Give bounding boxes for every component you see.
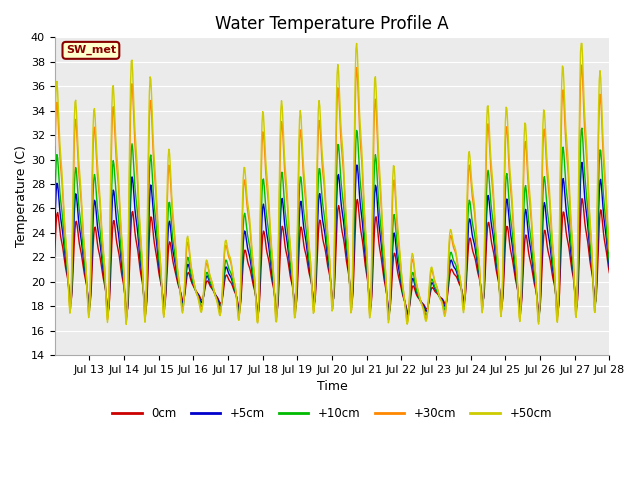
X-axis label: Time: Time — [317, 380, 348, 393]
Y-axis label: Temperature (C): Temperature (C) — [15, 145, 28, 247]
Text: SW_met: SW_met — [66, 45, 116, 56]
Legend: 0cm, +5cm, +10cm, +30cm, +50cm: 0cm, +5cm, +10cm, +30cm, +50cm — [108, 402, 557, 425]
Title: Water Temperature Profile A: Water Temperature Profile A — [215, 15, 449, 33]
